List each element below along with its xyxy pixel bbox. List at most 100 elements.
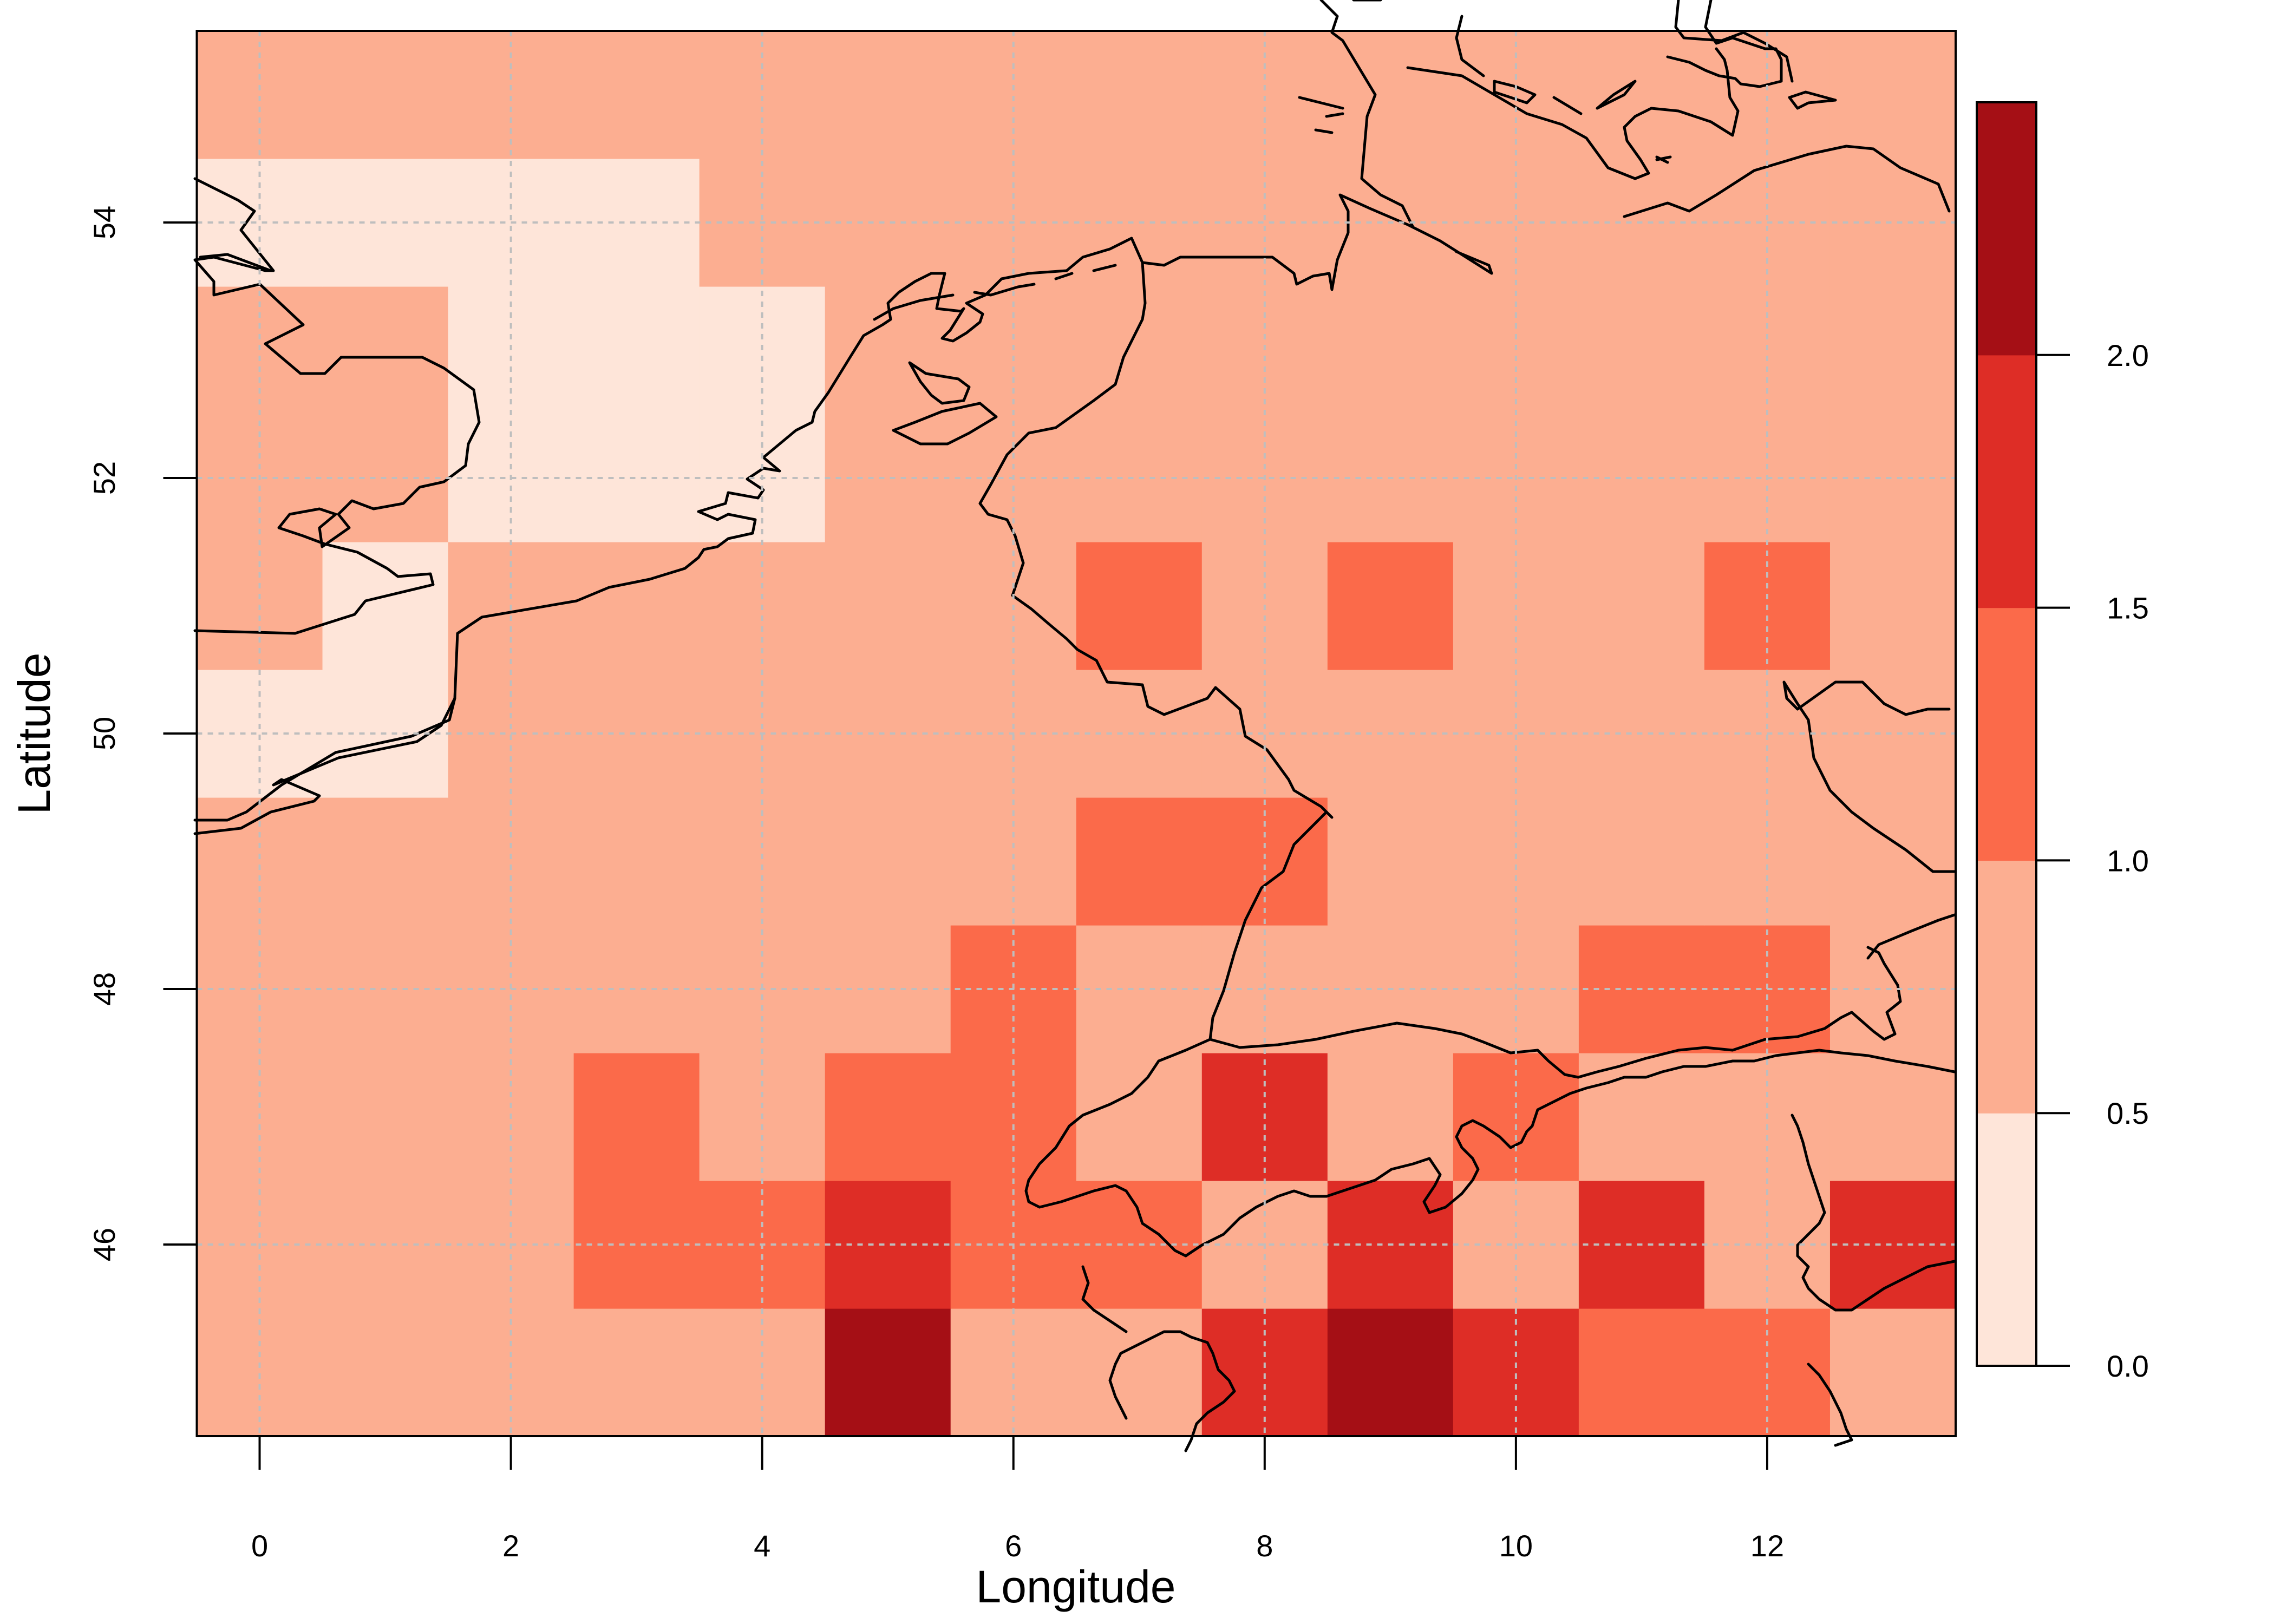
heatmap-cell xyxy=(825,1053,951,1181)
coastline-wadden-islands xyxy=(873,264,1117,321)
heatmap-cell xyxy=(322,542,449,670)
coastline-sweden xyxy=(1455,15,1485,77)
x-tick-label: 4 xyxy=(754,1529,770,1563)
heatmap-cell xyxy=(1704,1308,1831,1437)
colorbar-frame xyxy=(1976,101,2037,1367)
heatmap-cell xyxy=(825,670,951,798)
heatmap-cell xyxy=(573,159,700,287)
heatmap-cell xyxy=(573,1181,700,1309)
colorbar-segment xyxy=(1977,355,2036,608)
heatmap-cell xyxy=(1327,542,1454,670)
heatmap-cell xyxy=(1829,542,1956,670)
heatmap-cell xyxy=(1829,1308,1956,1437)
heatmap-cell xyxy=(1453,670,1579,798)
coastline-switzerland-south xyxy=(1024,1038,1212,1258)
colorbar-tick-label: 2.0 xyxy=(2107,338,2149,372)
heatmap-cell xyxy=(1704,31,1831,159)
heatmap-cell xyxy=(573,31,700,159)
coastline-rhine-border xyxy=(1208,810,1328,1041)
y-axis: 46 48 50 52 54 xyxy=(87,206,197,1261)
heatmap-cell xyxy=(1829,286,1956,415)
heatmap-cell xyxy=(1201,670,1328,798)
heatmap-cell xyxy=(1453,31,1579,159)
heatmap-cell xyxy=(1076,1308,1203,1437)
heatmap-cell xyxy=(573,1308,700,1437)
heatmap-cell xyxy=(1829,414,1956,542)
colorbar-tick-label: 1.0 xyxy=(2107,843,2149,878)
y-tick-label: 52 xyxy=(87,461,121,495)
coastline-zealand xyxy=(1406,47,1740,180)
heatmap-cell xyxy=(322,1053,449,1181)
heatmap-cell xyxy=(1327,31,1454,159)
heatmap-cell xyxy=(1829,1181,1956,1309)
heatmap-cell xyxy=(1578,31,1705,159)
heatmap-cell xyxy=(322,1308,449,1437)
heatmap-cell xyxy=(573,286,700,415)
coastline-italy-north xyxy=(1184,1049,1956,1258)
heatmap-cell xyxy=(699,31,826,159)
heatmap-cell xyxy=(1578,1053,1705,1181)
coastline-italy-gulf xyxy=(1081,1265,1128,1333)
coastline-adriatic xyxy=(1791,1114,1956,1312)
coastline-denmark-east xyxy=(1319,0,1415,229)
heatmap-cell xyxy=(825,31,951,159)
heatmap-cell xyxy=(950,31,1077,159)
heatmap-cell xyxy=(448,31,574,159)
heatmap-cell xyxy=(573,542,700,670)
heatmap-cell xyxy=(1327,1308,1454,1437)
coastlines xyxy=(193,0,1956,1452)
heatmap-cell xyxy=(197,31,323,159)
colorbar-segment xyxy=(1977,607,2036,861)
heatmap-cell xyxy=(1829,159,1956,287)
heatmap-cell xyxy=(950,797,1077,926)
heatmap-cell xyxy=(1327,1053,1454,1181)
heatmap-cell xyxy=(825,1308,951,1437)
grid-lines xyxy=(197,31,1956,1436)
heatmap-cell xyxy=(1076,797,1203,926)
colorbar-tick-label: 1.5 xyxy=(2107,591,2149,625)
heatmap-cell xyxy=(573,414,700,542)
y-axis-title: Latitude xyxy=(9,653,60,815)
x-tick-label: 2 xyxy=(502,1529,519,1563)
coastline-continent-north xyxy=(193,237,1334,835)
x-tick-label: 10 xyxy=(1499,1529,1533,1563)
coastline-sweden-south xyxy=(1674,0,1794,83)
heatmap-cell xyxy=(1201,31,1328,159)
colorbar-tick-label: 0.0 xyxy=(2107,1349,2149,1383)
colorbar-segment xyxy=(1977,102,2036,356)
heatmap-cell xyxy=(1578,542,1705,670)
heatmap-cell xyxy=(825,414,951,542)
coastline-frisian-islands xyxy=(1298,96,1344,134)
x-axis: 0 2 4 6 8 10 12 xyxy=(251,1436,1784,1563)
colorbar-segment xyxy=(1977,860,2036,1114)
heatmap-cell xyxy=(197,670,323,798)
coastline-ligurian xyxy=(1807,1363,1853,1447)
heatmap-cell xyxy=(448,1308,574,1437)
coastline-danish-islands xyxy=(1493,80,1672,164)
heatmap-cell xyxy=(1076,542,1203,670)
coastline-jutland xyxy=(1141,193,1493,291)
heatmap-cell xyxy=(573,1053,700,1181)
heatmap-cell xyxy=(825,159,951,287)
heatmap-cell xyxy=(1201,159,1328,287)
coastline-great-britain xyxy=(193,177,481,635)
heatmap-cell xyxy=(1453,1308,1579,1437)
heatmap-cell xyxy=(1327,797,1454,926)
coastline-ijsselmeer xyxy=(892,361,998,446)
heatmap-cell xyxy=(1578,286,1705,415)
colorbar-tick-label: 0.5 xyxy=(2107,1096,2149,1130)
heatmap-cell xyxy=(573,670,700,798)
y-tick-label: 46 xyxy=(87,1228,121,1261)
heatmap-cell xyxy=(1578,797,1705,926)
heatmap-cell xyxy=(573,925,700,1053)
y-tick-label: 48 xyxy=(87,972,121,1006)
x-axis-title: Longitude xyxy=(976,1561,1175,1612)
colorbar: 0.0 0.5 1.0 1.5 2.0 xyxy=(1976,101,2149,1383)
x-tick-label: 8 xyxy=(1256,1529,1273,1563)
coastline-italy-west xyxy=(1108,1330,1236,1452)
heatmap-cell xyxy=(573,797,700,926)
heatmap-cell xyxy=(1453,797,1579,926)
coastline-alps-north xyxy=(1208,946,1902,1079)
coastline-bohemia xyxy=(1782,680,1956,960)
